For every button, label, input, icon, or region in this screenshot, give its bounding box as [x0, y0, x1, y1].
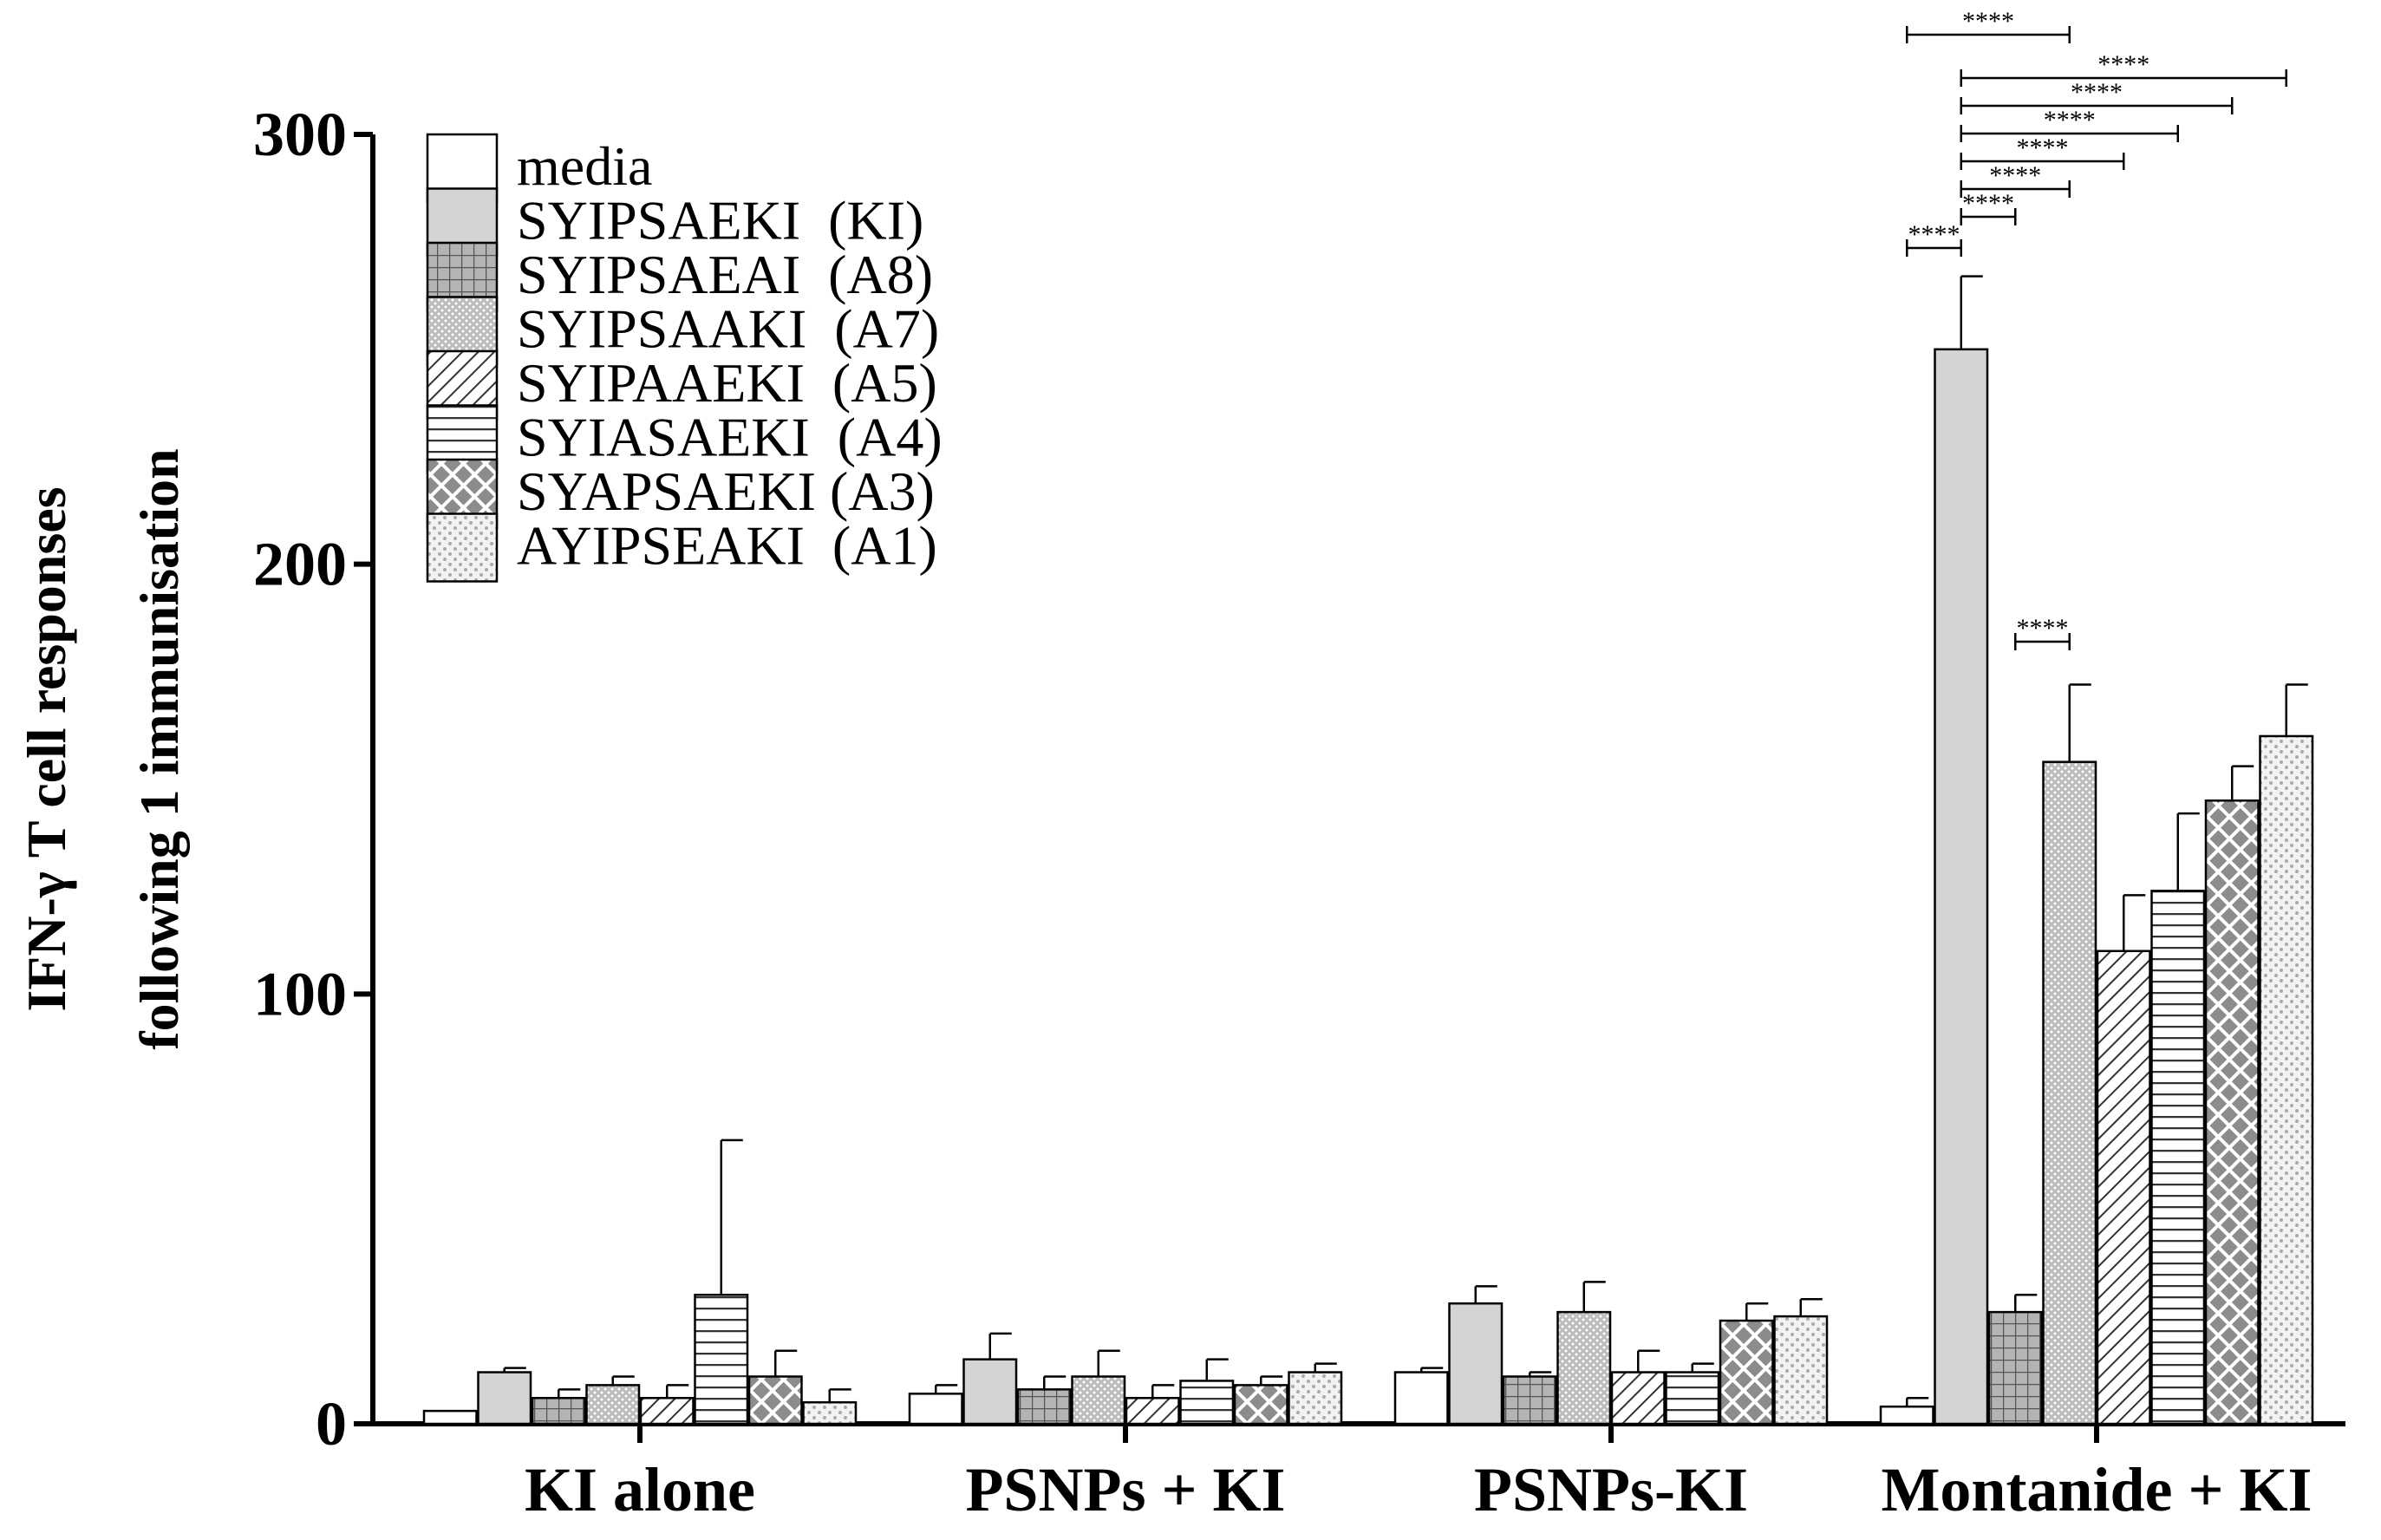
bar — [1773, 1315, 1829, 1426]
bar — [1556, 1310, 1612, 1426]
significance-label: **** — [2017, 134, 2069, 162]
bar — [908, 1393, 963, 1426]
bar — [1393, 1371, 1449, 1426]
bar — [1233, 1384, 1288, 1426]
bar — [1016, 1388, 1072, 1426]
significance-label: **** — [2097, 50, 2149, 79]
bar — [2150, 890, 2206, 1426]
bar — [2204, 799, 2260, 1426]
bar — [1719, 1319, 1774, 1426]
legend-label: SYAPSAEKI (A3) — [517, 460, 935, 522]
bar — [477, 1371, 532, 1426]
legend-label: SYIPSAAKI (A7) — [517, 298, 939, 360]
bar — [585, 1384, 641, 1426]
bar — [1502, 1375, 1557, 1426]
legend-swatch — [426, 512, 499, 583]
bar — [1071, 1375, 1126, 1426]
x-category-label: PSNPs-KI — [1474, 1455, 1748, 1524]
y-tick-label: 100 — [253, 959, 347, 1028]
bar — [1879, 1405, 1934, 1426]
y-axis-label-line-2: following 1 immunisation — [128, 448, 190, 1049]
axes: 0 100 200 300 KI alone PSNPs + KI PSNPs-KI Mont… — [253, 100, 2345, 1524]
y-tick-label: 0 — [316, 1389, 347, 1458]
bars-group — [422, 275, 2314, 1426]
y-tick-label: 300 — [253, 100, 347, 169]
bar — [1288, 1371, 1343, 1426]
legend-label: media — [517, 135, 652, 197]
bar — [1610, 1371, 1666, 1426]
significance-label: **** — [1962, 7, 2014, 36]
x-category-label: PSNPs + KI — [965, 1455, 1285, 1524]
y-axis-label-line-1: IFN-γ T cell responses — [16, 486, 77, 1011]
x-category-label: KI alone — [525, 1455, 755, 1524]
bar — [1934, 348, 1989, 1426]
bar — [2259, 734, 2314, 1426]
bar — [1987, 1310, 2043, 1426]
bar — [422, 1409, 478, 1426]
bar — [1179, 1380, 1235, 1426]
y-tick-label: 200 — [253, 530, 347, 599]
significance-label: **** — [2017, 614, 2069, 643]
significance-label: **** — [2044, 106, 2096, 134]
bar — [639, 1397, 695, 1426]
legend-label: SYIPSAEAI (A8) — [517, 244, 933, 305]
bar — [1665, 1371, 1720, 1426]
bar — [1448, 1302, 1504, 1426]
legend-label: AYIPSEAKI (A1) — [517, 515, 937, 577]
bar — [962, 1358, 1018, 1426]
bar — [747, 1375, 803, 1426]
significance-label: **** — [1989, 161, 2041, 190]
significance-label: **** — [1908, 220, 1960, 249]
legend-label: SYIASAEKI (A4) — [517, 407, 943, 468]
x-category-label: Montanide + KI — [1881, 1455, 2312, 1524]
bar — [802, 1400, 858, 1426]
bar — [2096, 949, 2151, 1426]
legend-label: SYIPSAEKI (KI) — [517, 190, 923, 251]
bar — [531, 1397, 586, 1426]
legend-label: SYIPAAEKI (A5) — [517, 352, 937, 414]
significance-brackets: ************************************ — [1906, 7, 2287, 650]
significance-label: **** — [2071, 78, 2123, 107]
bar — [1125, 1397, 1180, 1426]
significance-label: **** — [1962, 189, 2014, 218]
y-axis-label: IFN-γ T cell responses following 1 immun… — [16, 448, 190, 1049]
bar — [2042, 760, 2097, 1426]
bar — [694, 1294, 749, 1426]
